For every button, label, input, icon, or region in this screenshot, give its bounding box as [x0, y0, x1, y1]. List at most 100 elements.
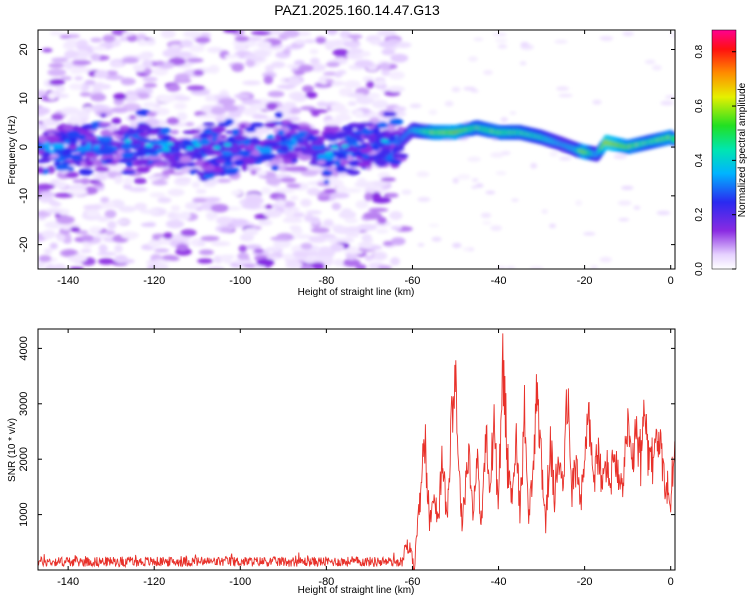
heatmap-cell: [300, 198, 312, 207]
heatmap-cell: [204, 94, 216, 102]
heatmap-cell: [275, 188, 296, 194]
heatmap-cell: [142, 68, 153, 75]
heatmap-cell: [363, 211, 382, 220]
heatmap-cell: [104, 74, 124, 81]
heatmap-cell: [323, 179, 330, 185]
heatmap-cell: [265, 176, 282, 186]
heatmap-cell: [160, 30, 176, 39]
heatmap-cell: [191, 181, 201, 189]
heatmap-cell: [289, 225, 302, 230]
heatmap-cell: [89, 139, 100, 145]
heatmap-cell: [140, 222, 156, 227]
heatmap-cell: [133, 177, 147, 185]
heatmap-cell: [250, 30, 271, 36]
heatmap-cell: [49, 31, 63, 36]
heatmap-cell: [43, 248, 53, 255]
heatmap-cell: [283, 152, 299, 160]
heatmap-cell: [500, 117, 508, 123]
heatmap-cell: [149, 130, 158, 136]
heatmap-cell: [274, 111, 283, 119]
figure-title: PAZ1.2025.160.14.47.G13: [274, 2, 440, 18]
heatmap-cell: [244, 196, 264, 205]
heatmap-cell: [296, 31, 312, 37]
heatmap-cell: [222, 150, 232, 156]
heatmap-cell: [323, 155, 336, 161]
heatmap-cell: [38, 106, 51, 115]
heatmap-cell: [233, 159, 245, 167]
heatmap-cell: [91, 45, 107, 51]
heatmap-cell: [80, 234, 94, 242]
heatmap-cell: [51, 113, 64, 121]
heatmap-cell: [76, 145, 87, 152]
heatmap-cell: [76, 45, 90, 50]
heatmap-cell: [205, 211, 219, 219]
heatmap-cell: [309, 63, 327, 72]
heatmap-cell: [333, 259, 344, 267]
heatmap-cell: [462, 247, 471, 251]
heatmap-cell: [66, 130, 80, 138]
heatmap-cell: [44, 221, 63, 229]
heatmap-cell: [145, 143, 153, 148]
heatmap-cell: [230, 218, 249, 227]
heatmap-cell: [97, 216, 109, 222]
heatmap-cell: [379, 62, 391, 71]
heatmap-cell: [490, 152, 505, 158]
heatmap-cell: [286, 183, 301, 189]
heatmap-cell: [519, 61, 527, 66]
heatmap-cell: [180, 39, 193, 48]
heatmap-cell: [102, 34, 116, 43]
heatmap-cell: [265, 246, 281, 253]
x-tick-label: 0: [668, 275, 674, 287]
heatmap-cell: [60, 76, 72, 81]
heatmap-cell: [68, 253, 88, 263]
heatmap-cell: [323, 119, 343, 126]
heatmap-cell: [264, 204, 273, 209]
heatmap-cell: [339, 88, 354, 93]
heatmap-cell: [114, 129, 128, 135]
heatmap-cell: [331, 202, 341, 211]
heatmap-cell: [293, 146, 302, 153]
heatmap-cell: [401, 189, 412, 195]
heatmap-cell: [242, 80, 261, 86]
heatmap-cell: [38, 124, 48, 130]
heatmap-cell: [463, 86, 476, 91]
heatmap-cell: [94, 166, 110, 173]
heatmap-cell: [590, 265, 598, 269]
heatmap-cell: [275, 173, 292, 178]
heatmap-cell: [377, 265, 392, 269]
heatmap-cell: [371, 99, 389, 109]
heatmap-cell: [549, 151, 559, 157]
heatmap-cell: [50, 201, 62, 207]
heatmap-cell: [220, 134, 227, 139]
heatmap-cell: [171, 171, 185, 176]
heatmap-cell: [74, 76, 83, 81]
heatmap-cell: [193, 143, 202, 148]
heatmap-cell: [179, 211, 191, 220]
heatmap-cell: [417, 197, 431, 202]
heatmap-cell: [346, 169, 360, 176]
heatmap-cell: [223, 104, 239, 112]
heatmap-cell: [274, 134, 282, 143]
heatmap-cell: [79, 92, 92, 97]
heatmap-cell: [558, 93, 573, 98]
heatmap-cell: [554, 39, 568, 44]
heatmap-cell: [386, 38, 401, 43]
heatmap-cell: [495, 171, 507, 176]
heatmap-cell: [592, 99, 602, 105]
heatmap-cell: [146, 260, 160, 265]
heatmap-cell: [176, 112, 188, 121]
heatmap-cell: [377, 216, 387, 225]
heatmap-cell: [103, 201, 115, 209]
x-tick-label: -40: [491, 275, 507, 287]
heatmap-cell: [155, 107, 170, 116]
heatmap-cell: [361, 233, 372, 242]
heatmap-cell: [300, 169, 319, 177]
heatmap-cell: [284, 216, 300, 223]
heatmap-cell: [202, 122, 216, 127]
heatmap-cell: [82, 131, 93, 136]
heatmap-cell: [613, 154, 627, 160]
heatmap-cell: [273, 239, 292, 249]
heatmap-cell: [270, 236, 289, 241]
heatmap-cell: [146, 111, 157, 117]
